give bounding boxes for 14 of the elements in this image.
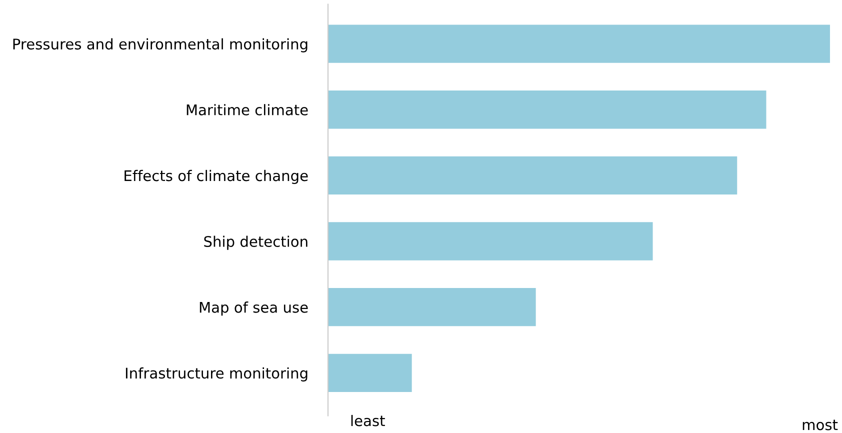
bar bbox=[328, 288, 536, 326]
y-tick-label: Ship detection bbox=[204, 236, 308, 250]
bar bbox=[328, 222, 653, 260]
text: most bbox=[802, 420, 838, 430]
y-tick-label: Map of sea use bbox=[200, 302, 308, 316]
y-tick-label: Infrastructure monitoring bbox=[126, 367, 308, 382]
y-tick-label: Effects of climate change bbox=[124, 170, 308, 184]
annotation: least bbox=[351, 414, 385, 426]
y-tick-label: Maritime climate bbox=[186, 104, 308, 116]
y-tick-label: Pressures and environmental monitoring bbox=[13, 38, 308, 52]
bar bbox=[328, 90, 766, 129]
bar bbox=[328, 354, 412, 392]
bar bbox=[328, 24, 830, 63]
bar bbox=[328, 156, 738, 195]
